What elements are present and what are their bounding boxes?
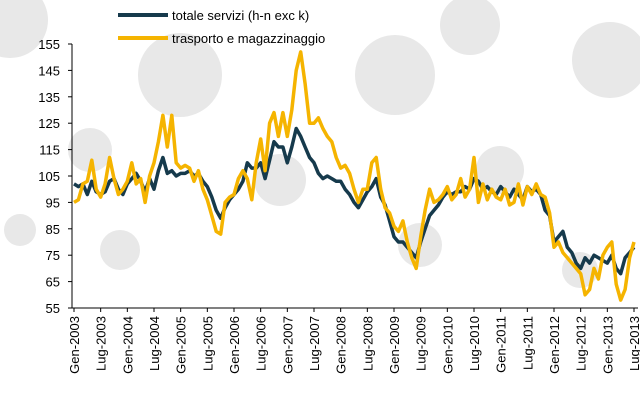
- x-tick-label: Lug-2005: [200, 316, 215, 371]
- y-tick-label: 115: [39, 143, 60, 158]
- x-tick-label: Gen-2008: [334, 316, 349, 374]
- x-tick-label: Lug-2008: [360, 316, 375, 371]
- y-tick-label: 65: [46, 275, 60, 290]
- decor-dot: [572, 22, 640, 98]
- decor-dot: [100, 230, 140, 270]
- x-tick-label: Gen-2007: [280, 316, 295, 374]
- x-tick-label: Lug-2011: [520, 316, 535, 370]
- decor-dot: [440, 0, 500, 55]
- x-tick-label: Gen-2013: [600, 316, 615, 374]
- x-tick-label: Gen-2003: [67, 316, 82, 374]
- y-tick-label: 105: [38, 169, 60, 184]
- chart: 55 65 75 85 95 105 115 125 135 145 155 Gen-2003 Lug-…: [0, 0, 640, 403]
- y-tick-label: 55: [46, 301, 60, 316]
- x-tick-label: Gen-2006: [227, 316, 242, 374]
- x-tick-label: Lug-2006: [254, 316, 269, 371]
- y-tick-label: 145: [38, 63, 60, 78]
- decor-dot: [4, 214, 36, 246]
- x-tick-label: Lug-2013: [627, 316, 640, 371]
- legend-label: trasporto e magazzinaggio: [172, 31, 325, 46]
- x-tick-label: Lug-2004: [147, 316, 162, 371]
- x-tick-label: Gen-2009: [387, 316, 402, 374]
- x-tick-label: Lug-2010: [467, 316, 482, 371]
- y-tick-label: 155: [38, 37, 60, 52]
- y-tick-label: 135: [38, 90, 60, 105]
- x-tick-label: Gen-2012: [547, 316, 562, 374]
- plot: 55 65 75 85 95 105 115 125 135 145 155 Gen-2003 Lug-…: [38, 8, 640, 374]
- y-tick-label: 125: [38, 116, 60, 131]
- legend-label: totale servizi (h-n exc k): [172, 8, 309, 23]
- page: {"chart_data": {"type": "line", "categor…: [0, 0, 640, 403]
- x-tick-label: Gen-2005: [174, 316, 189, 374]
- decor-dot: [355, 35, 435, 115]
- x-tick-label: Lug-2007: [307, 316, 322, 371]
- y-tick-label: 95: [46, 195, 60, 210]
- x-tick-label: Lug-2003: [94, 316, 109, 371]
- x-tick-label: Lug-2012: [574, 316, 589, 371]
- x-tick-label: Lug-2009: [414, 316, 429, 371]
- y-tick-label: 75: [46, 248, 60, 263]
- y-tick-label: 85: [46, 222, 60, 237]
- x-tick-label: Gen-2011: [494, 316, 509, 373]
- x-tick-label: Gen-2004: [120, 316, 135, 374]
- x-tick-label: Gen-2010: [440, 316, 455, 374]
